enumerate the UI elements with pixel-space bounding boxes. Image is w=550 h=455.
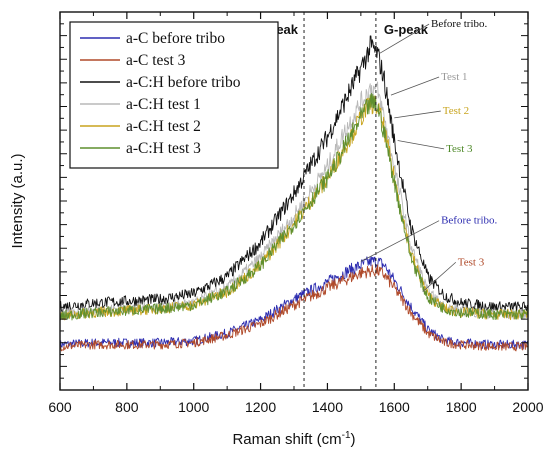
curve-annotations: Before tribo. Test 1 Test 2 Test 3 Before tr… xyxy=(360,18,498,293)
series-line-6 xyxy=(59,92,529,321)
series-curves xyxy=(59,35,529,352)
legend-label-1: a-C before tribo xyxy=(126,30,225,47)
x-tick-label: 1000 xyxy=(178,399,209,415)
legend-label-3: a-C:H before tribo xyxy=(126,74,241,91)
peak-label-2: G-peak xyxy=(384,22,429,37)
x-tick-label: 1400 xyxy=(312,399,343,415)
x-tick-label: 1800 xyxy=(446,399,477,415)
annotation-1: Before tribo. xyxy=(431,18,487,30)
annotation-leader-1 xyxy=(379,23,430,54)
x-tick-label: 600 xyxy=(48,399,72,415)
legend-label-5: a-C:H test 2 xyxy=(126,118,201,135)
legend-box xyxy=(69,21,279,169)
annotation-leader-3 xyxy=(394,110,441,119)
series-line-4 xyxy=(59,81,529,320)
annotation-3: Test 2 xyxy=(443,105,469,117)
annotation-leader-2 xyxy=(390,76,440,96)
annotation-4: Test 3 xyxy=(446,143,473,155)
legend: a-C before tribo a-C test 3 a-C:H before t… xyxy=(69,21,279,169)
legend-label-6: a-C:H test 3 xyxy=(126,140,201,157)
legend-label-2: a-C test 3 xyxy=(126,52,186,69)
annotation-leader-5 xyxy=(360,220,440,262)
annotation-2: Test 1 xyxy=(441,71,467,83)
annotation-5: Before tribo. xyxy=(441,215,497,227)
x-axis-label: Raman shift (cm-1) xyxy=(232,430,355,448)
annotation-6: Test 3 xyxy=(458,256,485,268)
annotation-leader-4 xyxy=(397,140,445,150)
x-tick-label: 800 xyxy=(115,399,139,415)
x-tick-label: 2000 xyxy=(512,399,543,415)
x-tick-label: 1200 xyxy=(245,399,276,415)
x-tick-label: 1600 xyxy=(379,399,410,415)
y-axis-label: Intensity (a.u.) xyxy=(9,153,26,248)
legend-label-4: a-C:H test 1 xyxy=(126,96,201,113)
series-line-2 xyxy=(59,264,529,352)
axis-ticks: 600 800 1000 1200 1400 1600 1800 2000 xyxy=(48,12,544,415)
annotation-leader-6 xyxy=(422,261,457,293)
